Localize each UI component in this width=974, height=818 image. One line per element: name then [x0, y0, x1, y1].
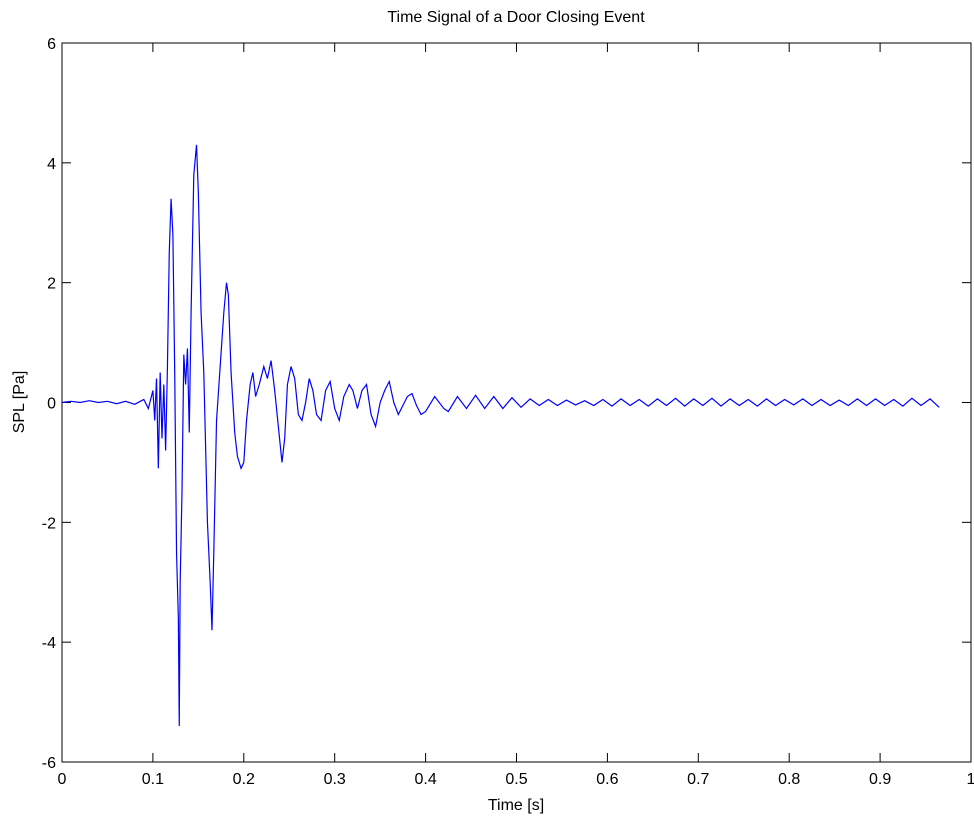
x-tick-label: 0.4 [414, 771, 436, 788]
y-tick-label: 0 [47, 396, 56, 413]
x-tick-label: 0.6 [596, 771, 618, 788]
y-tick-label: 6 [47, 36, 56, 53]
signal-line [61, 144, 940, 727]
x-tick-label: 0.1 [142, 771, 164, 788]
y-tick-label: 2 [47, 276, 56, 293]
x-tick-label: 1 [967, 771, 974, 788]
y-tick-label: -4 [42, 635, 56, 652]
x-tick-label: 0.9 [869, 771, 891, 788]
y-axis-label: SPL [Pa] [11, 371, 28, 434]
x-tick-label: 0.7 [687, 771, 709, 788]
x-tick-label: 0 [58, 771, 67, 788]
y-tick-label: -6 [42, 755, 56, 772]
x-tick-label: 0.3 [324, 771, 346, 788]
chart-title: Time Signal of a Door Closing Event [387, 9, 645, 26]
x-tick-label: 0.5 [505, 771, 527, 788]
x-tick-label: 0.2 [233, 771, 255, 788]
x-tick-label: 0.8 [778, 771, 800, 788]
x-axis-label: Time [s] [488, 797, 544, 814]
y-tick-label: -2 [42, 515, 56, 532]
y-tick-label: 4 [47, 156, 56, 173]
